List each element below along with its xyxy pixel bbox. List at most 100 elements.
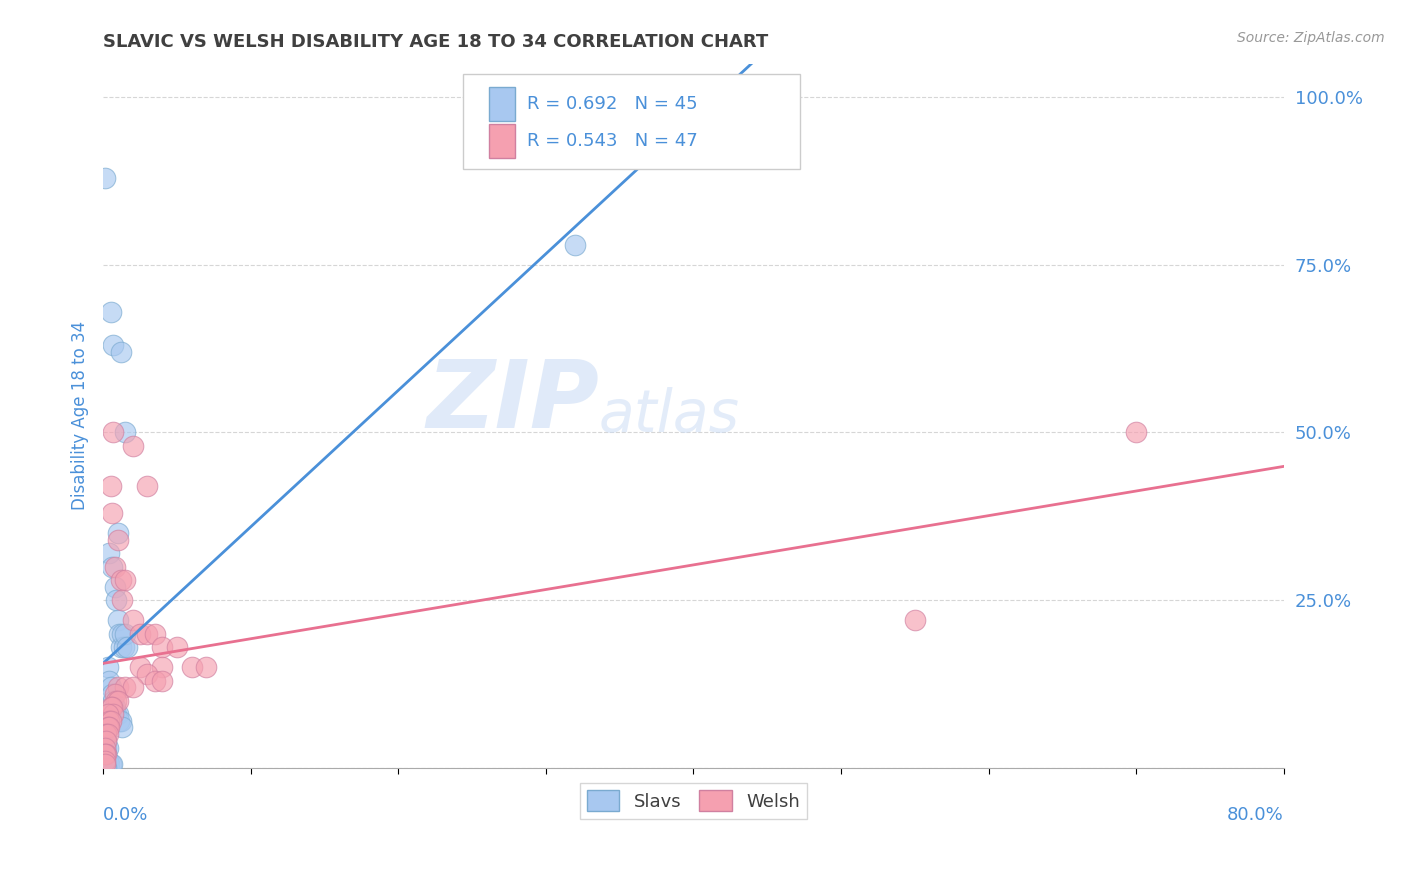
Text: ZIP: ZIP xyxy=(426,356,599,448)
Text: Source: ZipAtlas.com: Source: ZipAtlas.com xyxy=(1237,31,1385,45)
Point xyxy=(121,439,143,453)
Point xyxy=(150,673,173,688)
Point xyxy=(103,707,125,722)
Point xyxy=(129,626,152,640)
Bar xyxy=(489,87,515,120)
Point xyxy=(98,757,121,772)
Point xyxy=(107,680,129,694)
Point xyxy=(101,700,124,714)
Point xyxy=(93,754,115,768)
Point xyxy=(103,693,125,707)
Point xyxy=(150,660,173,674)
Point xyxy=(93,757,115,772)
Point xyxy=(111,593,134,607)
Point xyxy=(111,626,134,640)
Point xyxy=(93,757,115,772)
Point xyxy=(101,757,124,772)
Point xyxy=(115,640,138,654)
Point xyxy=(100,757,122,772)
Point xyxy=(114,425,136,440)
Point xyxy=(107,533,129,547)
Point xyxy=(96,740,118,755)
Point xyxy=(93,747,115,762)
Point xyxy=(107,693,129,707)
Point xyxy=(108,714,131,728)
Point xyxy=(93,747,115,762)
Point xyxy=(94,747,117,762)
Point xyxy=(105,693,128,707)
Point xyxy=(94,727,117,741)
Point xyxy=(195,660,218,674)
Point xyxy=(121,613,143,627)
Point xyxy=(143,673,166,688)
Point xyxy=(150,640,173,654)
Point xyxy=(904,613,927,627)
Point xyxy=(114,680,136,694)
Point xyxy=(98,546,121,560)
Point xyxy=(104,559,127,574)
Point xyxy=(104,700,127,714)
Point xyxy=(129,660,152,674)
Point xyxy=(166,640,188,654)
Text: 80.0%: 80.0% xyxy=(1227,806,1284,824)
Point xyxy=(96,707,118,722)
Point xyxy=(98,714,121,728)
Point xyxy=(104,687,127,701)
Point xyxy=(100,304,122,318)
Point xyxy=(103,425,125,440)
Point xyxy=(93,740,115,755)
Y-axis label: Disability Age 18 to 34: Disability Age 18 to 34 xyxy=(72,321,89,510)
Point xyxy=(94,734,117,748)
Point xyxy=(143,626,166,640)
Point xyxy=(101,687,124,701)
Point xyxy=(93,727,115,741)
Point xyxy=(114,626,136,640)
Point xyxy=(100,479,122,493)
Point xyxy=(112,640,135,654)
Point xyxy=(94,747,117,762)
Point xyxy=(111,721,134,735)
Point xyxy=(564,237,586,252)
Point xyxy=(94,734,117,748)
Point xyxy=(96,754,118,768)
Text: 0.0%: 0.0% xyxy=(103,806,149,824)
Point xyxy=(136,626,159,640)
Point xyxy=(104,580,127,594)
Point xyxy=(94,740,117,755)
Point xyxy=(100,680,122,694)
Point xyxy=(180,660,202,674)
Text: R = 0.543   N = 47: R = 0.543 N = 47 xyxy=(527,132,697,150)
Point xyxy=(94,754,117,768)
Point xyxy=(96,660,118,674)
Point xyxy=(136,479,159,493)
Point xyxy=(103,338,125,352)
Point xyxy=(105,707,128,722)
Text: SLAVIC VS WELSH DISABILITY AGE 18 TO 34 CORRELATION CHART: SLAVIC VS WELSH DISABILITY AGE 18 TO 34 … xyxy=(103,33,768,51)
Point xyxy=(96,727,118,741)
Point xyxy=(107,613,129,627)
Text: atlas: atlas xyxy=(599,387,740,444)
Point xyxy=(93,754,115,768)
Point xyxy=(98,673,121,688)
Point xyxy=(101,559,124,574)
Point xyxy=(100,714,122,728)
Point xyxy=(110,573,132,587)
Point xyxy=(121,680,143,694)
Text: R = 0.692   N = 45: R = 0.692 N = 45 xyxy=(527,95,697,112)
Point xyxy=(110,344,132,359)
Point xyxy=(93,170,115,185)
Point xyxy=(101,506,124,520)
Point xyxy=(94,757,117,772)
Point xyxy=(110,640,132,654)
Point xyxy=(108,626,131,640)
FancyBboxPatch shape xyxy=(463,74,800,169)
Point xyxy=(114,573,136,587)
Point xyxy=(98,721,121,735)
Point xyxy=(107,707,129,722)
Bar xyxy=(489,124,515,158)
Legend: Slavs, Welsh: Slavs, Welsh xyxy=(579,783,807,819)
Point xyxy=(93,757,115,772)
Point xyxy=(100,700,122,714)
Point xyxy=(105,593,128,607)
Point xyxy=(136,666,159,681)
